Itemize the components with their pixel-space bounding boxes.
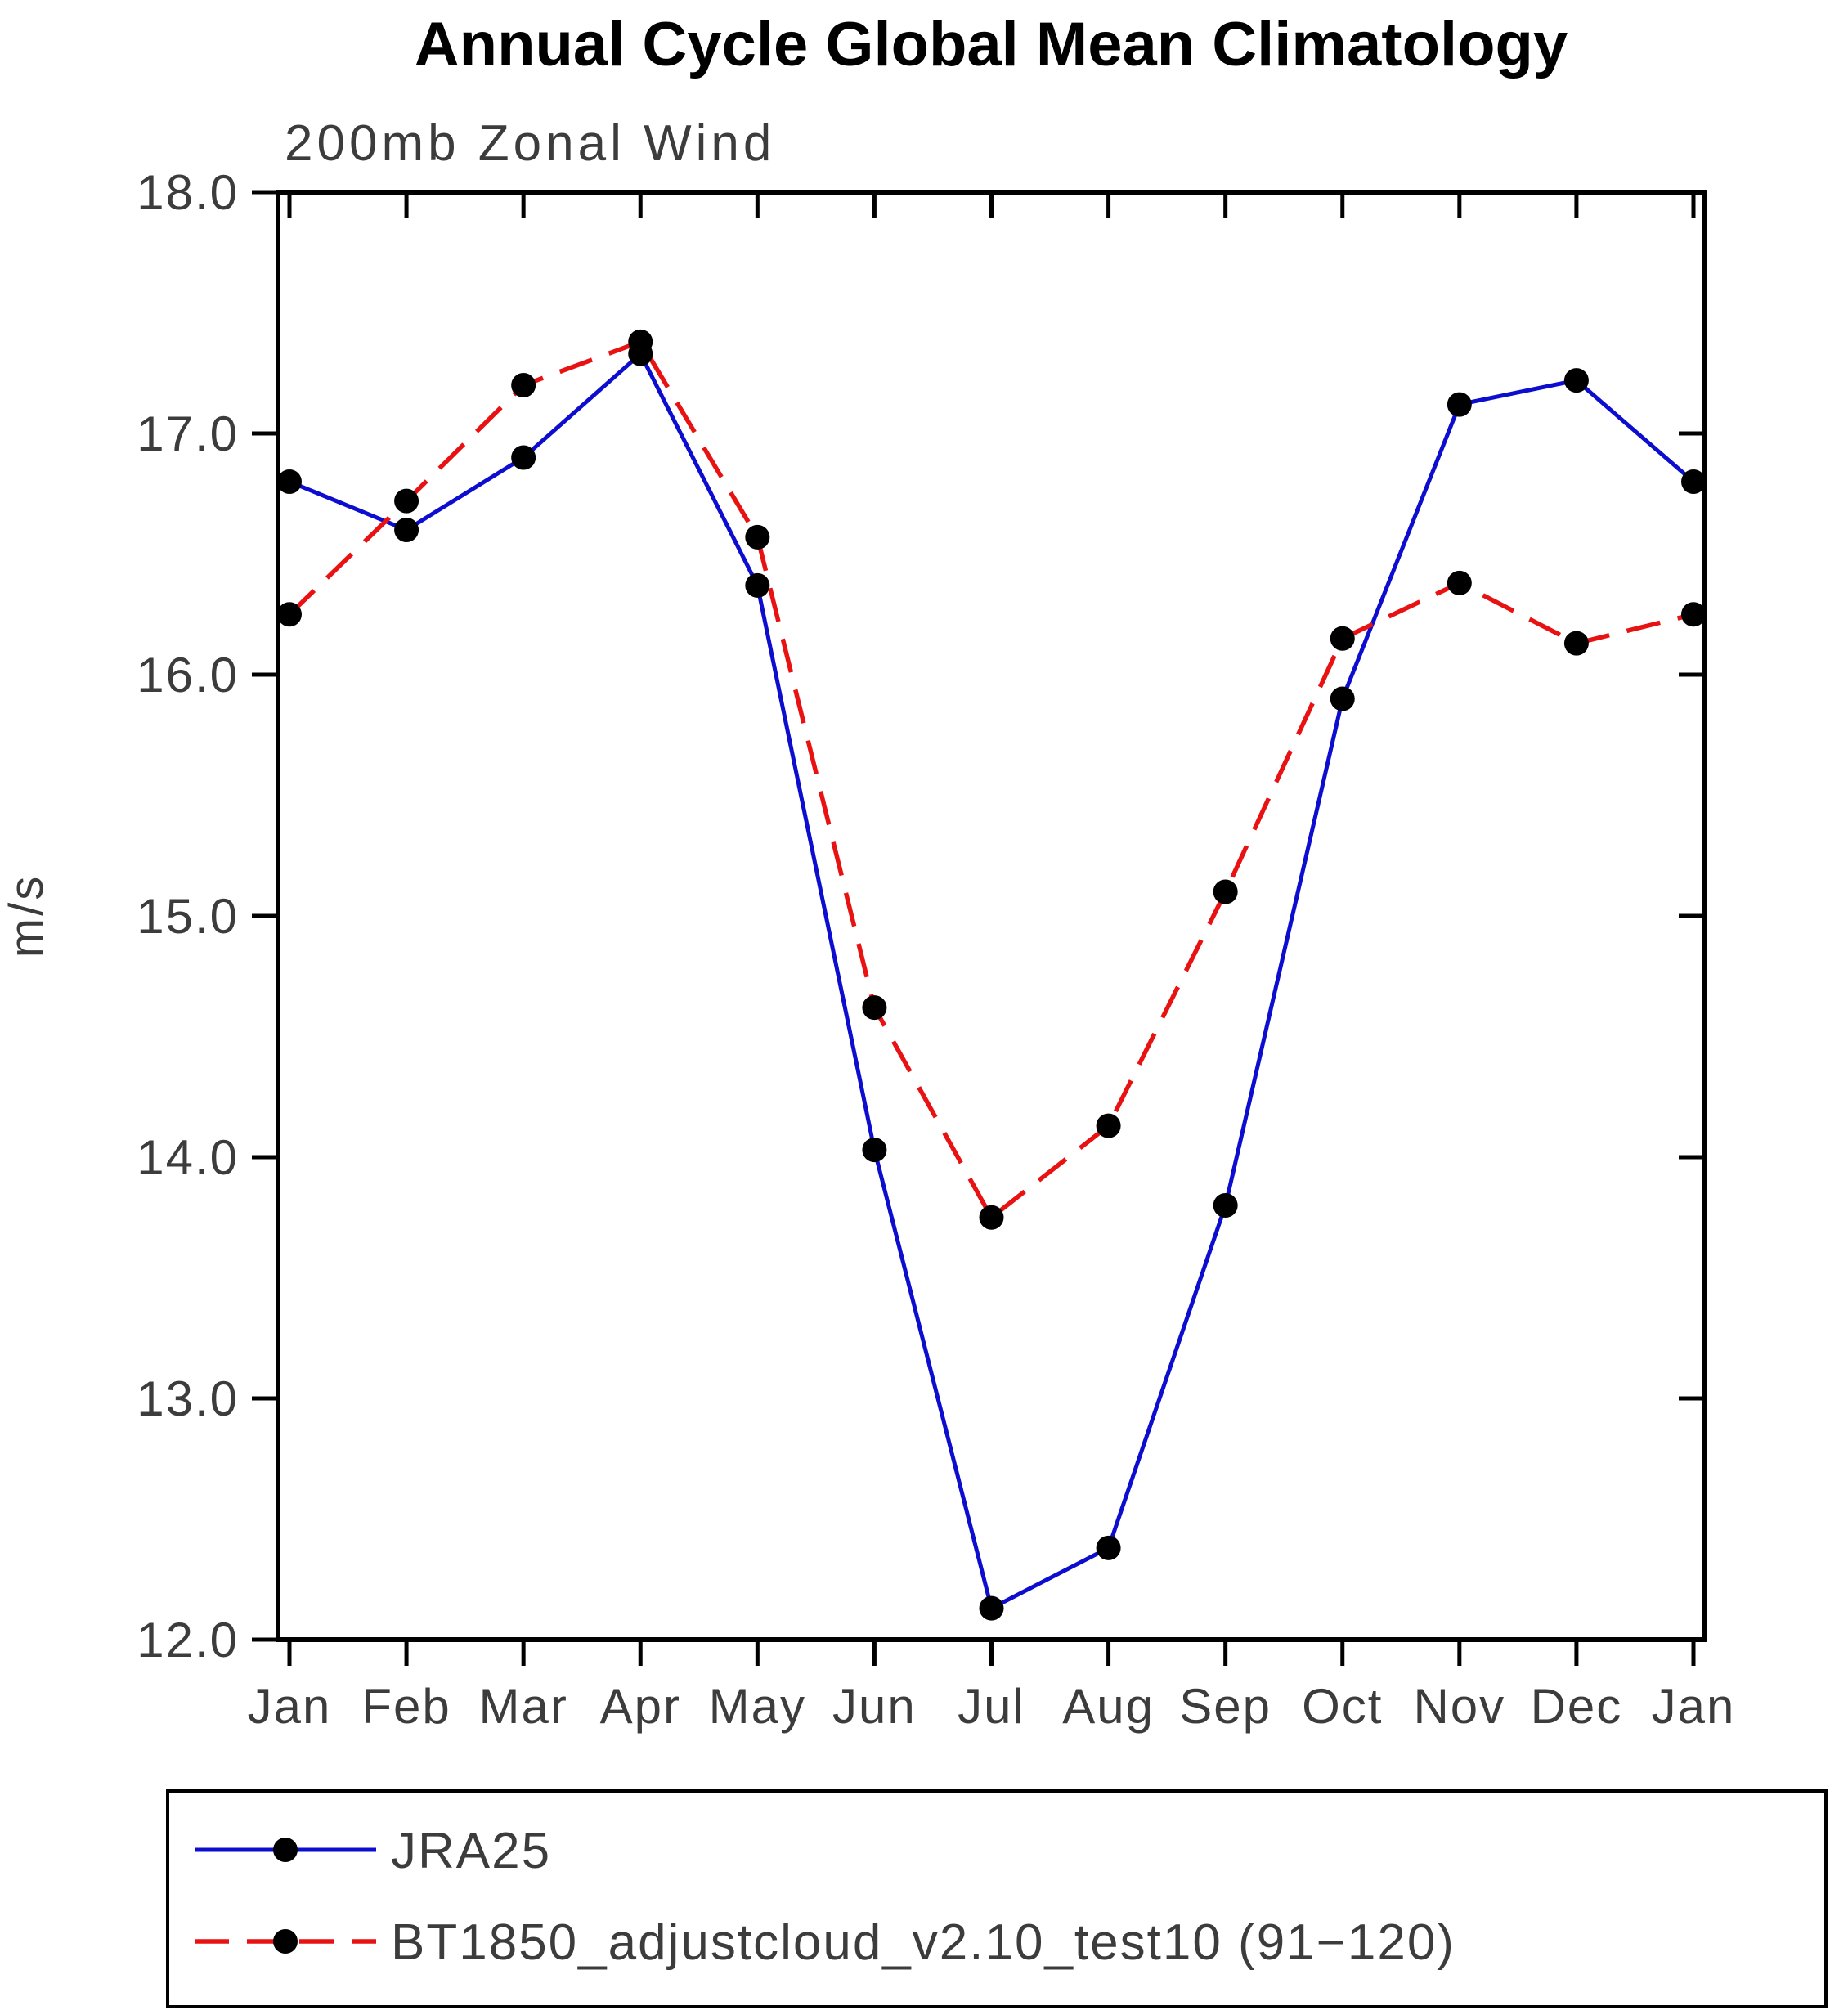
plot-area: 12.0 13.0 14.0 15.0 16.0 17.0 18.0 Jan Feb Mar Apr… [137,165,1736,1734]
data-point-marker [1681,602,1706,627]
data-point-marker [511,445,536,470]
x-tick-label: Aug [1062,1679,1155,1734]
data-point-marker [1447,570,1472,595]
axis-frame [276,190,1707,1642]
x-tick-label: May [709,1679,806,1734]
data-point-marker [1096,1113,1121,1138]
data-point-marker [979,1595,1004,1621]
data-point-marker [1681,469,1706,494]
data-point-marker [1213,1193,1238,1218]
chart-subtitle: 200mb Zonal Wind [285,115,775,172]
data-point-marker [745,524,770,550]
legend-marker-jra25 [273,1838,298,1862]
chart-title: Annual Cycle Global Mean Climatology [415,10,1568,79]
x-tick-label: Jul [958,1679,1025,1734]
y-tick-label: 14.0 [137,1130,239,1185]
data-point-marker [979,1205,1004,1230]
y-tick-label: 16.0 [137,648,239,702]
y-tick-label: 12.0 [137,1613,239,1667]
data-point-marker [277,469,302,494]
x-tick-label: Apr [600,1679,681,1734]
data-point-marker [1563,631,1589,656]
legend-box [166,1789,1828,2008]
legend-label-bt1850: BT1850_adjustcloud_v2.10_test10 (91−120) [391,1914,1456,1971]
data-point-marker [1330,626,1355,651]
y-tick-label: 18.0 [137,165,239,220]
legend-marker-bt1850 [273,1929,298,1954]
legend-label-jra25: JRA25 [391,1823,551,1879]
data-point-marker [862,1138,887,1163]
data-point-marker [1447,392,1472,417]
x-tick-label: Jun [832,1679,917,1734]
y-tick-label: 13.0 [137,1371,239,1426]
x-tick-label: Oct [1302,1679,1383,1734]
data-point-marker [628,329,653,354]
data-point-marker [1213,879,1238,904]
x-tick-label: Sep [1179,1679,1272,1734]
data-point-marker [1330,686,1355,711]
x-tick-label: Jan [248,1679,332,1734]
legend: JRA25 BT1850_adjustcloud_v2.10_test10 (9… [166,1789,1828,2008]
data-point-marker [1563,368,1589,393]
data-point-marker [745,572,770,598]
data-point-marker [277,602,302,627]
x-tick-label: Jan [1652,1679,1736,1734]
y-tick-label: 17.0 [137,406,239,461]
data-point-marker [394,488,419,514]
y-tick-label: 15.0 [137,889,239,944]
series-line-0 [289,350,1695,1612]
x-tick-label: Feb [361,1679,451,1734]
data-point-marker [394,518,419,542]
x-tick-label: Nov [1413,1679,1505,1734]
x-tick-label: Dec [1531,1679,1623,1734]
y-axis-label: m/s [0,874,53,958]
x-tick-label: Mar [478,1679,567,1734]
data-point-marker [862,995,887,1021]
data-point-marker [511,373,536,397]
data-point-marker [1096,1535,1121,1560]
